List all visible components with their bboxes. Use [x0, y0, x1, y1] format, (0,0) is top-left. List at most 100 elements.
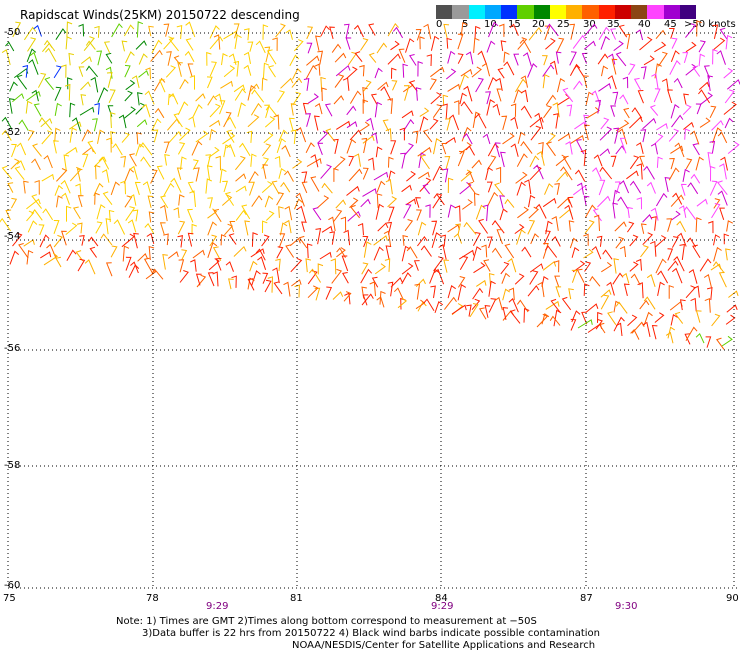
wind-barb: [342, 272, 349, 284]
wind-barb: [433, 256, 444, 272]
wind-barb: [650, 207, 659, 221]
wind-barb: [403, 85, 410, 101]
wind-barb: [685, 41, 697, 53]
wind-barb: [186, 208, 194, 223]
wind-barb: [26, 249, 34, 265]
wind-barb: [504, 198, 515, 208]
wind-barb: [614, 181, 621, 195]
wind-barb: [613, 40, 624, 52]
wind-barb: [296, 126, 307, 143]
wind-barb: [320, 25, 330, 37]
wind-barb: [268, 65, 276, 78]
wind-barb: [514, 273, 525, 285]
wind-barb: [234, 34, 242, 50]
wind-barb: [676, 220, 687, 233]
wind-barb: [191, 140, 203, 156]
wind-barb: [348, 155, 355, 167]
wind-barb: [600, 294, 610, 310]
note-line-2: 3)Data buffer is 22 hrs from 20150722 4)…: [142, 628, 600, 639]
wind-barb: [471, 159, 482, 169]
wind-barb: [405, 38, 415, 53]
wind-barb: [420, 245, 432, 257]
wind-barb: [105, 262, 113, 277]
wind-barb: [544, 25, 551, 41]
wind-barb: [529, 116, 544, 128]
wind-barb: [717, 131, 728, 144]
wind-barb: [460, 101, 473, 115]
legend-color-swatch: [533, 5, 550, 19]
wind-barb: [499, 23, 505, 37]
wind-barb: [206, 51, 212, 66]
wind-barb: [624, 33, 631, 50]
wind-barb: [23, 180, 29, 194]
wind-barb: [135, 102, 146, 115]
wind-barb: [667, 260, 679, 271]
wind-barb: [32, 143, 42, 157]
wind-barb: [529, 263, 544, 273]
wind-barb: [249, 83, 260, 93]
wind-barb: [668, 167, 680, 181]
wind-barb: [120, 180, 126, 195]
wind-barb: [279, 222, 288, 236]
wind-barb: [671, 114, 684, 128]
wind-barb: [612, 91, 619, 105]
wind-barb: [237, 102, 246, 117]
wind-barb: [40, 117, 53, 128]
wind-barb: [284, 219, 292, 234]
wind-barb: [442, 103, 448, 119]
wind-barb: [349, 129, 362, 141]
wind-barb: [164, 153, 170, 166]
wind-barb: [121, 132, 130, 143]
wind-barb: [168, 37, 179, 52]
wind-barb: [422, 129, 433, 143]
wind-barb: [572, 260, 586, 273]
wind-barb: [473, 262, 486, 274]
wind-barb: [137, 92, 143, 106]
wind-barb: [359, 121, 370, 132]
wind-barb: [496, 229, 503, 245]
wind-barb: [18, 243, 29, 259]
wind-barb: [65, 36, 72, 50]
wind-barb: [5, 41, 15, 52]
wind-barb: [90, 76, 99, 93]
wind-barb: [353, 153, 361, 167]
wind-barb: [552, 102, 560, 118]
wind-barb: [132, 209, 139, 222]
wind-barb: [113, 219, 126, 235]
wind-barb: [508, 298, 519, 313]
wind-barb: [376, 42, 388, 54]
wind-barb: [251, 89, 265, 103]
wind-barb: [185, 38, 194, 51]
wind-barb: [31, 194, 42, 209]
wind-barb: [89, 246, 98, 258]
wind-barb: [533, 164, 544, 180]
wind-barb: [346, 121, 358, 129]
wind-barb: [612, 189, 620, 205]
wind-barb: [725, 248, 731, 261]
wind-barb: [331, 43, 342, 53]
wind-barb: [385, 128, 392, 140]
wind-barb: [146, 232, 155, 245]
wind-barb: [98, 156, 110, 170]
wind-barb: [583, 233, 589, 246]
wind-barb: [683, 121, 694, 130]
wind-barb: [568, 220, 575, 232]
wind-barb: [359, 64, 365, 77]
wind-barb: [721, 335, 733, 347]
wind-barb: [544, 183, 554, 195]
wind-barb: [264, 46, 271, 63]
wind-barb: [516, 299, 529, 313]
wind-barb: [213, 208, 222, 223]
wind-barb: [404, 143, 414, 155]
wind-barb: [195, 130, 209, 143]
wind-barb: [145, 67, 151, 80]
wind-barb: [679, 299, 686, 311]
wind-barb: [592, 208, 602, 222]
wind-barb: [699, 92, 713, 106]
wind-barb: [619, 137, 627, 154]
wind-barb: [459, 181, 472, 195]
wind-barb: [374, 263, 386, 275]
wind-barb: [78, 66, 85, 77]
wind-barb: [347, 51, 358, 66]
wind-barb: [209, 103, 221, 118]
